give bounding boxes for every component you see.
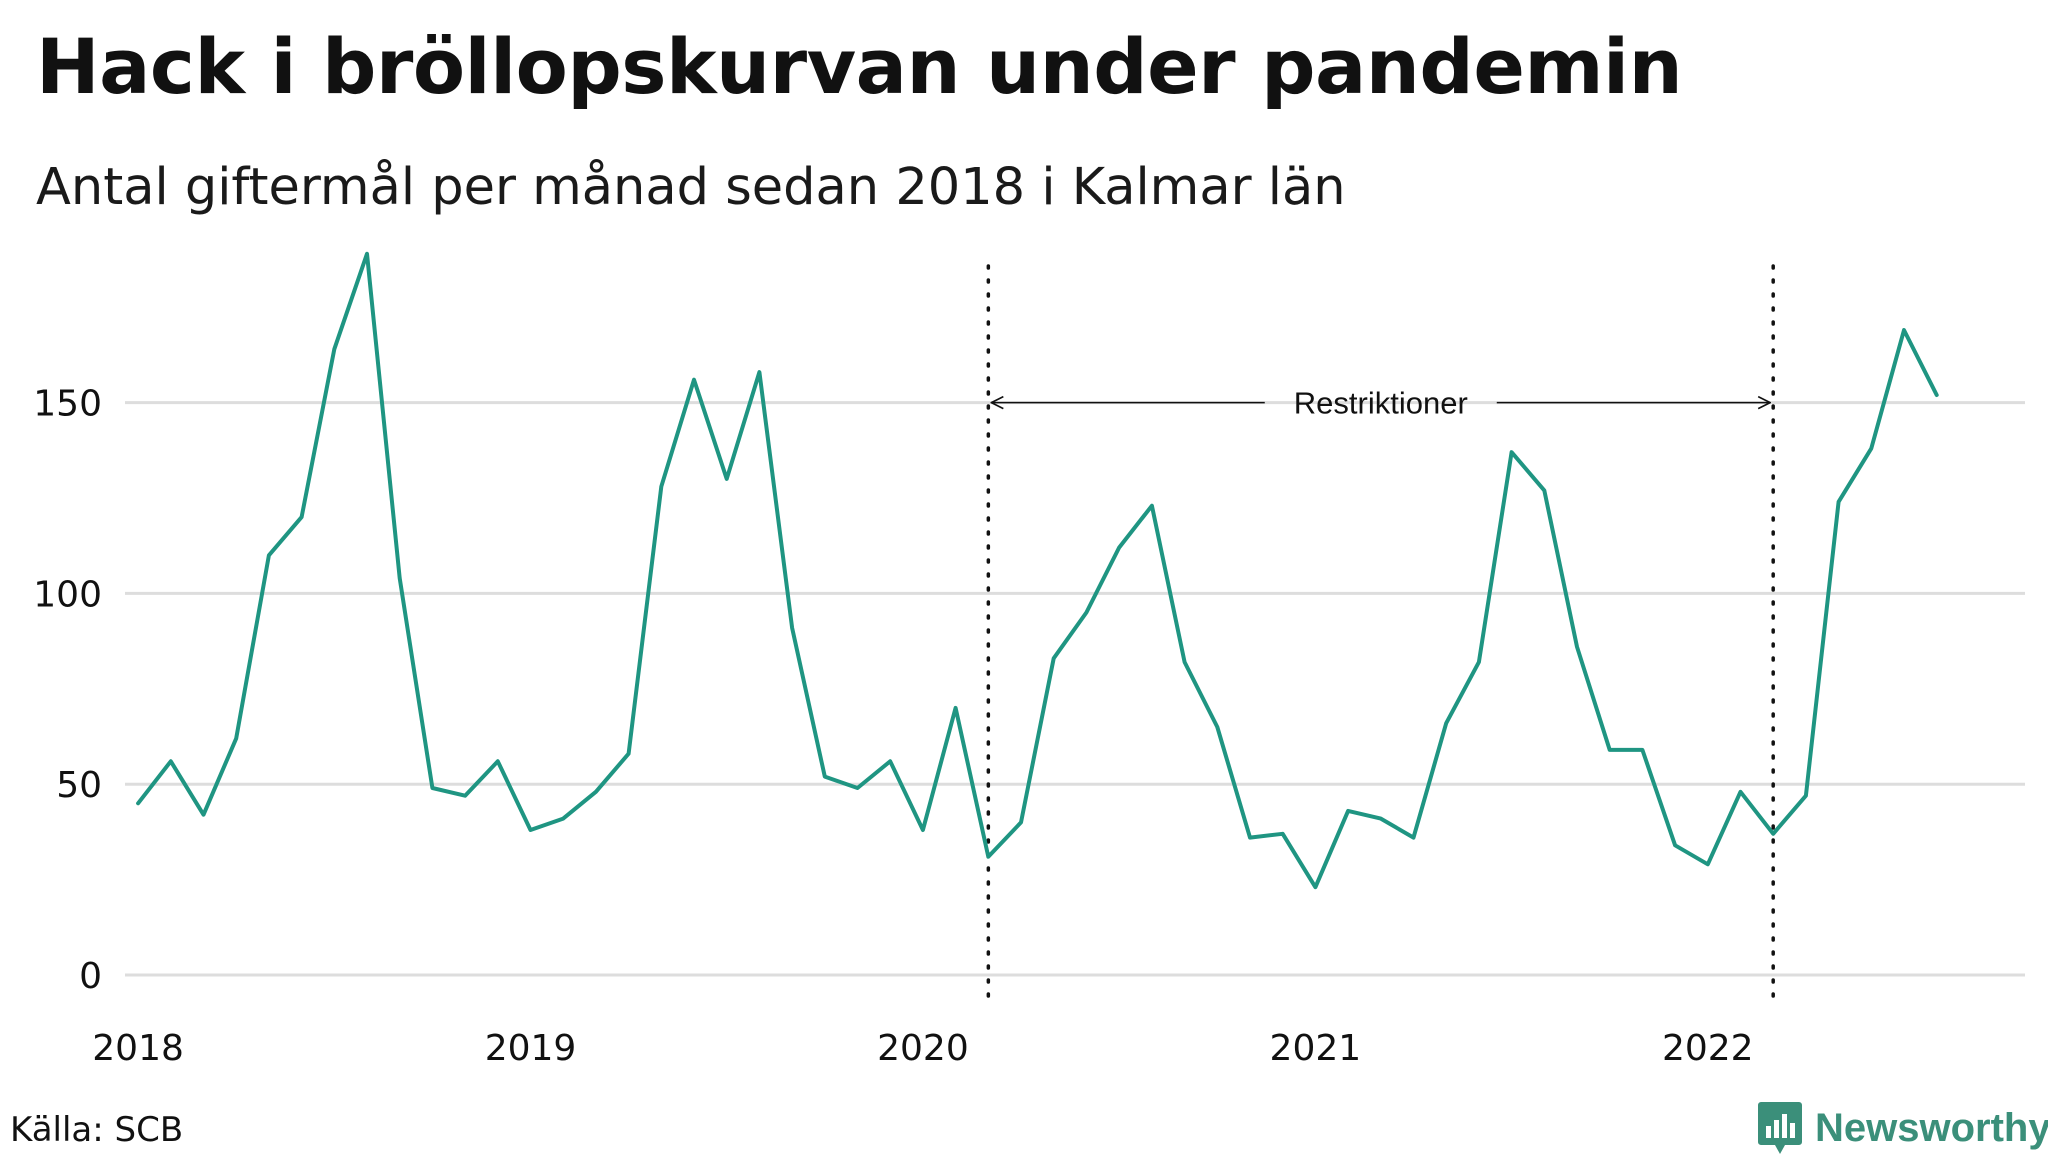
- data-point: [627, 752, 631, 756]
- x-axis-ticks: 2018 2019 2020 2021 2022: [92, 1028, 1753, 1069]
- data-point: [1183, 660, 1187, 664]
- data-point: [1052, 656, 1056, 660]
- source-note: Källa: SCB: [10, 1110, 184, 1150]
- restrictions-annotation: Restriktioner: [986, 264, 1775, 1005]
- data-point: [1281, 832, 1285, 836]
- data-point: [332, 347, 336, 351]
- data-point: [169, 759, 173, 763]
- data-point: [1084, 611, 1088, 615]
- data-point: [1379, 817, 1383, 821]
- y-tick-label: 100: [33, 574, 102, 615]
- data-point: [201, 813, 205, 817]
- data-point: [529, 828, 533, 832]
- x-tick-label: 2018: [92, 1028, 184, 1069]
- data-point: [430, 786, 434, 790]
- data-point: [986, 855, 990, 859]
- x-tick-label: 2019: [485, 1028, 577, 1069]
- newsworthy-logo-icon: [1758, 1102, 1802, 1154]
- data-point: [790, 626, 794, 630]
- x-tick-label: 2020: [877, 1028, 969, 1069]
- data-point: [594, 790, 598, 794]
- data-point: [1150, 504, 1154, 508]
- data-point: [1510, 450, 1514, 454]
- data-point: [1640, 748, 1644, 752]
- data-point: [1771, 832, 1775, 836]
- data-point: [1346, 809, 1350, 813]
- data-point: [725, 477, 729, 481]
- data-point: [1738, 790, 1742, 794]
- data-point: [1935, 393, 1939, 397]
- data-point: [1019, 820, 1023, 824]
- data-point: [757, 370, 761, 374]
- data-point: [234, 736, 238, 740]
- brand-logo: Newsworthy: [1757, 1100, 2048, 1156]
- data-point: [1902, 328, 1906, 332]
- x-tick-label: 2021: [1270, 1028, 1362, 1069]
- series-group: [136, 251, 1939, 890]
- data-point: [1706, 862, 1710, 866]
- data-point: [954, 706, 958, 710]
- data-point: [1248, 836, 1252, 840]
- data-point: [496, 759, 500, 763]
- data-point: [1542, 488, 1546, 492]
- data-point: [561, 817, 565, 821]
- data-point: [921, 828, 925, 832]
- data-point: [1673, 843, 1677, 847]
- data-point: [1575, 645, 1579, 649]
- data-point: [1837, 500, 1841, 504]
- y-axis-ticks: 0 50 100 150: [33, 384, 102, 997]
- y-tick-label: 150: [33, 384, 102, 425]
- data-point: [463, 794, 467, 798]
- data-point: [365, 252, 369, 256]
- data-point: [267, 553, 271, 557]
- data-point: [1804, 794, 1808, 798]
- data-point: [300, 515, 304, 519]
- data-point: [1444, 721, 1448, 725]
- y-tick-label: 0: [79, 956, 102, 997]
- data-point: [398, 576, 402, 580]
- data-point: [1608, 748, 1612, 752]
- data-point: [692, 378, 696, 382]
- x-tick-label: 2022: [1662, 1028, 1754, 1069]
- data-point: [888, 759, 892, 763]
- data-point: [1117, 546, 1121, 550]
- y-tick-label: 50: [56, 765, 102, 806]
- restriction-label: Restriktioner: [1294, 386, 1468, 421]
- data-point: [1313, 885, 1317, 889]
- series-line-0: [136, 251, 1939, 890]
- data-point: [856, 786, 860, 790]
- brand-name: Newsworthy: [1815, 1105, 2048, 1150]
- data-point: [1411, 836, 1415, 840]
- data-point: [1869, 446, 1873, 450]
- data-point: [1477, 660, 1481, 664]
- chart-subtitle: Antal giftermål per månad sedan 2018 i K…: [36, 158, 1346, 217]
- data-point: [1215, 725, 1219, 729]
- chart-title: Hack i bröllopskurvan under pandemin: [36, 22, 1683, 111]
- data-point: [136, 801, 140, 805]
- data-point: [659, 485, 663, 489]
- data-point: [823, 775, 827, 779]
- gridlines: [125, 401, 2025, 977]
